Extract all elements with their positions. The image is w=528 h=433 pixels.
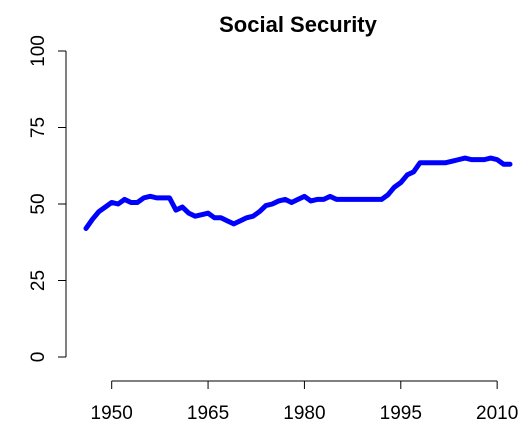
x-tick-label: 1965	[187, 403, 229, 424]
x-tick-label: 1980	[283, 403, 325, 424]
x-tick-label: 1995	[380, 403, 422, 424]
x-tick-label: 1950	[91, 403, 133, 424]
data-line	[83, 155, 513, 231]
x-tick-label: 2010	[476, 403, 518, 424]
y-tick-label: 25	[28, 270, 49, 291]
y-tick-label: 100	[28, 35, 49, 67]
chart-title: Social Security	[219, 12, 378, 37]
y-tick-label: 75	[28, 117, 49, 138]
y-tick-label: 0	[28, 352, 49, 363]
y-tick-label: 50	[28, 193, 49, 214]
